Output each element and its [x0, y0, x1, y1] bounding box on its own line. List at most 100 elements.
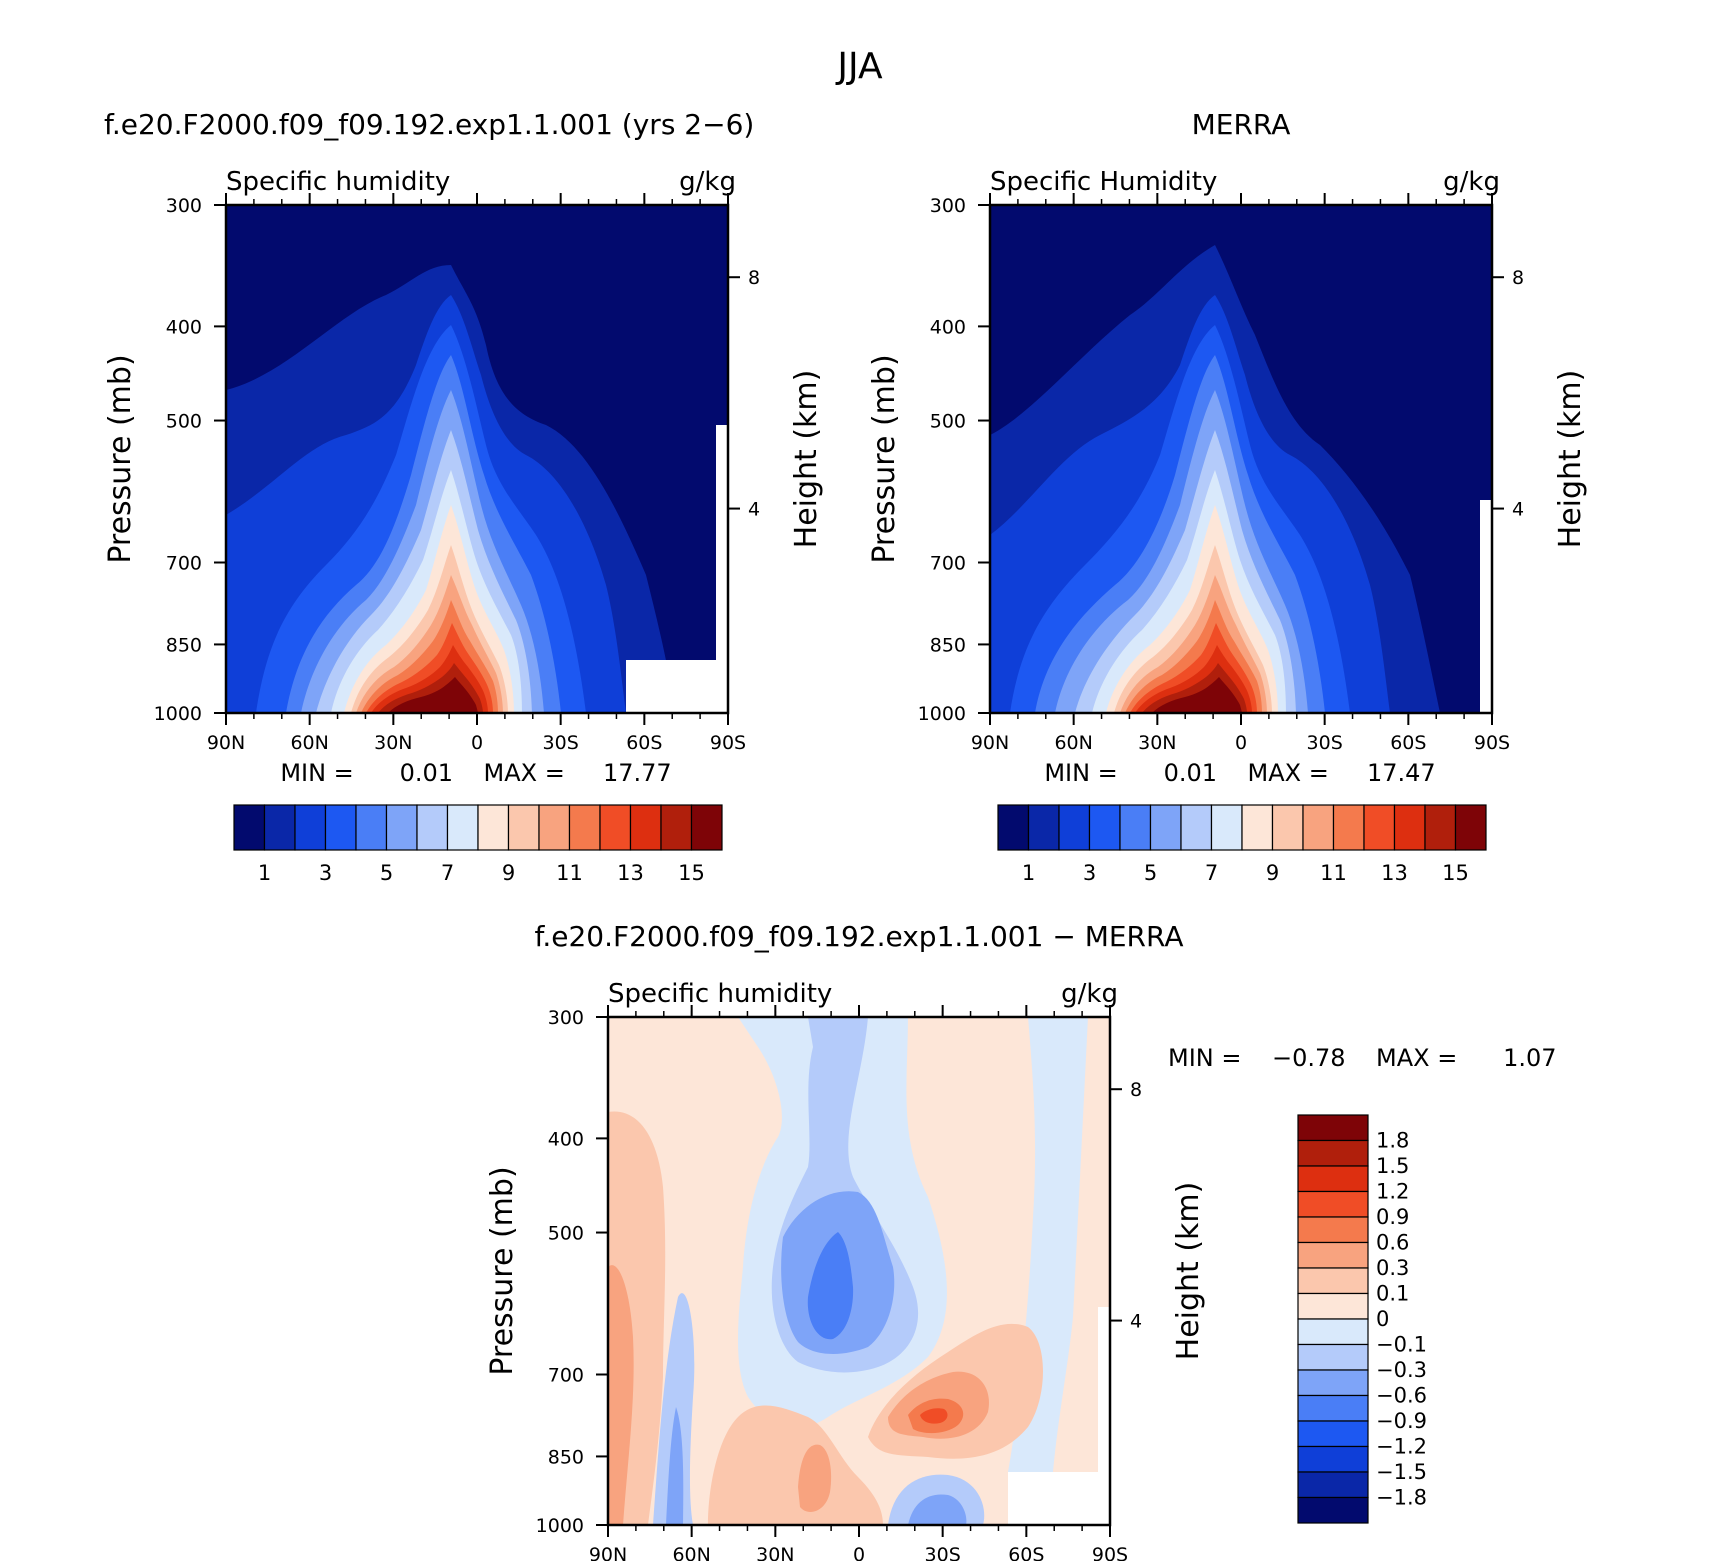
contour-positive-lower-core: [798, 1444, 832, 1512]
colorbar-label: −0.6: [1376, 1384, 1427, 1408]
colorbar-label: −0.3: [1376, 1358, 1427, 1382]
contour-level-16: [388, 677, 478, 713]
contour-positive-left-core: [608, 1265, 634, 1525]
colorbar-swatch: [1149, 804, 1182, 851]
pressure-tick-label: 850: [930, 634, 966, 656]
pressure-tick-label: 850: [166, 634, 202, 656]
latitude-tick-label: 0: [853, 1544, 865, 1561]
colorbar-swatch: [1297, 1165, 1369, 1193]
colorbar-swatch: [1297, 1394, 1369, 1422]
contour-negative-left-core: [666, 1407, 684, 1525]
colorbar-swatch: [263, 804, 296, 851]
colorbar-swatch: [1297, 1471, 1369, 1499]
pressure-tick-label: 400: [548, 1128, 584, 1150]
colorbar-label: 1.5: [1376, 1154, 1409, 1178]
pressure-axis-label: Pressure (mb): [103, 354, 138, 563]
colorbar-swatch: [1297, 1445, 1369, 1473]
contour-positive-lower-mid: [708, 1405, 883, 1525]
colorbar-swatch: [1088, 804, 1121, 851]
colorbar-label: −1.2: [1376, 1435, 1427, 1459]
colorbar-swatch: [1454, 804, 1487, 851]
colorbar-label: 1.8: [1376, 1129, 1409, 1153]
min-max-label: MIN = 0.01 MAX = 17.77: [280, 759, 671, 787]
panel-title: f.e20.F2000.f09_f09.192.exp1.1.001 (yrs …: [104, 108, 754, 141]
colorbar-label: 0: [1376, 1307, 1389, 1331]
pressure-tick-label: 1000: [154, 703, 202, 725]
pressure-tick-label: 500: [548, 1223, 584, 1245]
pressure-tick-label: 1000: [536, 1515, 584, 1537]
latitude-ticks: 90N 60N 30N 0 30S 60S 90S: [971, 193, 1510, 754]
colorbar: 1 3 5 7 9 11 13 15: [997, 804, 1487, 885]
colorbar-swatch: [538, 804, 571, 851]
latitude-tick-label: 60N: [1054, 732, 1092, 754]
latitude-tick-label: 60S: [626, 732, 662, 754]
colorbar-label: 15: [678, 861, 705, 885]
colorbar-label: 13: [1381, 861, 1408, 885]
contour-negative-left: [653, 1293, 695, 1525]
colorbar-label: 3: [319, 861, 332, 885]
pressure-ticks: 300 400 500 700 850 1000: [918, 195, 990, 725]
latitude-tick-label: 90N: [589, 1544, 627, 1561]
colorbar-label: 5: [1144, 861, 1157, 885]
missing-data-edge: [716, 425, 728, 660]
latitude-tick-label: 60N: [672, 1544, 710, 1561]
panel-units-label: g/kg: [1443, 167, 1500, 197]
colorbar-swatch: [477, 804, 510, 851]
pressure-tick-label: 700: [548, 1365, 584, 1387]
colorbar-label: 1.2: [1376, 1180, 1409, 1204]
colorbar-swatch: [507, 804, 540, 851]
height-tick-label: 4: [1512, 499, 1524, 521]
colorbar-label: −1.5: [1376, 1460, 1427, 1484]
colorbar-label: 1: [1022, 861, 1035, 885]
contour-field: [990, 205, 1492, 713]
colorbar-swatch: [1210, 804, 1243, 851]
colorbar-swatch: [416, 804, 449, 851]
contour-positive-east-peak: [920, 1408, 948, 1424]
min-max-label: MIN = −0.78 MAX = 1.07: [1168, 1044, 1557, 1072]
colorbar-swatch: [446, 804, 479, 851]
panel-difference: f.e20.F2000.f09_f09.192.exp1.1.001 − MER…: [485, 920, 1557, 1561]
colorbar-swatch: [1332, 804, 1365, 851]
height-tick-label: 4: [1130, 1311, 1142, 1333]
colorbar-swatch: [568, 804, 601, 851]
colorbar-label: 11: [1320, 861, 1347, 885]
height-axis-label: Height (km): [789, 370, 824, 549]
latitude-tick-label: 90S: [1092, 1544, 1128, 1561]
latitude-tick-label: 30N: [1138, 732, 1176, 754]
panel-left-label: Specific Humidity: [990, 167, 1217, 197]
height-axis-label: Height (km): [1171, 1182, 1206, 1361]
colorbar-swatch: [1297, 1216, 1369, 1244]
colorbar-swatch: [1241, 804, 1274, 851]
colorbar-swatch: [1297, 1267, 1369, 1295]
colorbar-label: 1: [258, 861, 271, 885]
height-tick-label: 4: [748, 499, 760, 521]
colorbar-swatch: [690, 804, 723, 851]
contour-field: [226, 205, 728, 713]
pressure-tick-label: 1000: [918, 703, 966, 725]
colorbar-swatch: [1297, 1496, 1369, 1524]
colorbar-swatch: [355, 804, 388, 851]
pressure-ticks: 300 400 500 700 850 1000: [154, 195, 226, 725]
colorbar-swatch: [233, 804, 266, 851]
colorbar-label: 5: [380, 861, 393, 885]
colorbar-swatch: [1297, 1420, 1369, 1448]
pressure-tick-label: 700: [166, 553, 202, 575]
colorbar-swatch: [1297, 1114, 1369, 1142]
pressure-axis-label: Pressure (mb): [867, 354, 902, 563]
contour-negative-lower-core: [908, 1494, 967, 1525]
latitude-tick-label: 30S: [1307, 732, 1343, 754]
pressure-tick-label: 300: [166, 195, 202, 217]
latitude-tick-label: 0: [471, 732, 483, 754]
pressure-tick-label: 400: [930, 316, 966, 338]
colorbar-swatch: [294, 804, 327, 851]
latitude-tick-label: 90S: [710, 732, 746, 754]
colorbar-label: 9: [1266, 861, 1279, 885]
colorbar-swatch: [1180, 804, 1213, 851]
pressure-tick-label: 850: [548, 1446, 584, 1468]
height-ticks: 84: [1110, 1079, 1142, 1333]
colorbar-label: 7: [1205, 861, 1218, 885]
latitude-ticks: 90N 60N 30N 0 30S 60S 90S: [589, 1005, 1128, 1561]
latitude-tick-label: 60S: [1008, 1544, 1044, 1561]
colorbar-label: 11: [556, 861, 583, 885]
